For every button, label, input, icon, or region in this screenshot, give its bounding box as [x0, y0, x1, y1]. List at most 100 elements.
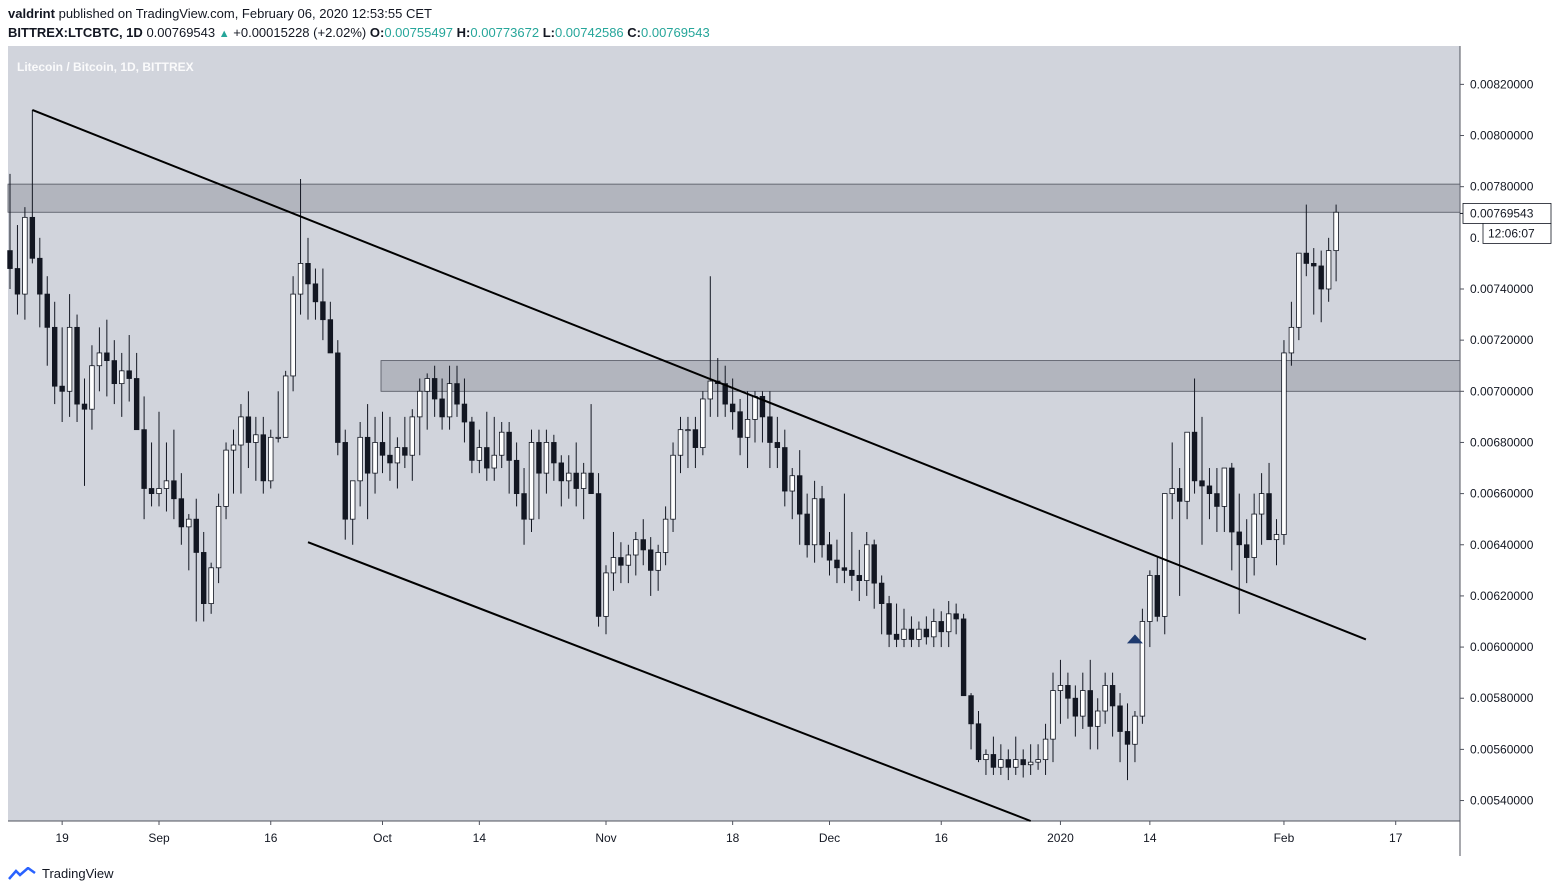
candle-up [1288, 326, 1295, 354]
last-price: 0.00769543 [146, 25, 216, 40]
candle-down [722, 383, 728, 405]
candle-down [1117, 705, 1123, 732]
price-chart[interactable]: 0.00820000 0.00800000 0.00780000 0.00740000… [0, 46, 1556, 856]
candle-up [1035, 759, 1041, 763]
candle-up [1013, 759, 1019, 768]
candle-up [1057, 685, 1064, 691]
candle-down [312, 283, 319, 303]
candle-down [320, 301, 326, 321]
candle-down [37, 257, 43, 295]
candle-down [1311, 263, 1317, 267]
candle-down [484, 447, 490, 469]
candle-down [327, 319, 334, 354]
candle-up [1273, 534, 1280, 541]
candle-down [573, 472, 579, 489]
candle-up [476, 447, 483, 461]
candle-down [52, 326, 58, 387]
triangle-up-marker [1126, 634, 1143, 644]
candle-down [1020, 759, 1026, 766]
candle-down [521, 493, 527, 520]
candle-up [253, 434, 259, 443]
author-name[interactable]: valdrint [8, 6, 55, 21]
candle-down [849, 569, 855, 576]
x-tick-label: Dec [819, 831, 840, 845]
candle-up [297, 263, 304, 295]
candle-down [729, 403, 736, 413]
x-tick-label: Nov [595, 831, 616, 845]
candle-up [208, 567, 214, 604]
candle-down [44, 293, 50, 328]
candle-down [379, 442, 386, 456]
x-tick-label: 18 [726, 831, 740, 845]
close-value: 0.00769543 [641, 25, 710, 40]
x-tick-label: 2020 [1047, 831, 1074, 845]
open-label: O: [369, 25, 385, 40]
candle-up [685, 429, 691, 432]
trendline-upper [31, 109, 1367, 641]
candle-down [878, 582, 885, 604]
candle-up [633, 539, 639, 556]
x-tick-label: 17 [1389, 831, 1403, 845]
candle-down [1087, 690, 1093, 727]
y-tick-label: 0.00800000 [1470, 129, 1534, 143]
candle-down [1214, 493, 1220, 507]
candle-down [804, 513, 810, 546]
candle-down [29, 216, 36, 259]
candle-up [238, 416, 244, 446]
candle-up [1184, 431, 1190, 502]
candle-down [364, 436, 371, 474]
candle-down [335, 352, 341, 443]
low-label: L: [542, 25, 555, 40]
last-price-tag-value: 0.00769543 [1470, 206, 1534, 220]
candle-up [1251, 513, 1257, 558]
candle-up [282, 375, 289, 438]
candle-up [446, 383, 453, 418]
symbol-label: BITTREX:LTCBTC, 1D [8, 25, 143, 40]
candle-up [1333, 211, 1339, 252]
x-tick-label: Sep [148, 831, 170, 845]
candle-down [737, 411, 743, 438]
candle-up [498, 431, 505, 456]
candle-down [968, 695, 974, 725]
price-axis [1460, 46, 1556, 856]
candle-up [998, 759, 1004, 768]
candle-down [148, 488, 155, 495]
y-tick-label: 0.00700000 [1470, 384, 1534, 398]
candle-down [759, 396, 766, 418]
candle-down [1072, 697, 1079, 717]
candle-down [886, 603, 892, 635]
candle-up [811, 498, 818, 546]
y-tick-label: 0.00680000 [1470, 435, 1534, 449]
candle-down [648, 549, 654, 571]
candle-down [953, 613, 959, 620]
candle-down [774, 442, 781, 448]
candle-down [245, 416, 252, 443]
candle-down [387, 454, 393, 464]
chart-watermark: Litecoin / Bitcoin, 1D, BITTREX [17, 60, 194, 74]
tradingview-brand[interactable]: TradingView [8, 866, 114, 881]
candle-up [1139, 621, 1146, 717]
candle-up [290, 293, 296, 377]
y-tick-label: 0.00780000 [1470, 180, 1534, 194]
candle-up [119, 370, 125, 385]
candle-down [402, 447, 408, 456]
resistance-zone [7, 183, 1461, 213]
candle-down [104, 352, 110, 362]
candle-down [431, 378, 438, 400]
open-value: 0.00755497 [384, 25, 454, 40]
y-tick-label: 0.00620000 [1470, 589, 1534, 603]
price-change: +0.00015228 (+2.02%) [233, 25, 367, 40]
candle-up [700, 398, 706, 448]
candle-down [454, 383, 460, 405]
candle-down [767, 416, 773, 443]
candle-up [677, 429, 684, 456]
close-label: C: [627, 25, 641, 40]
candle-up [1132, 715, 1138, 745]
candle-up [1050, 690, 1056, 740]
x-tick-label: 14 [473, 831, 487, 845]
candle-down [618, 557, 624, 566]
candle-down [819, 498, 825, 546]
ohlc-line: BITTREX:LTCBTC, 1D 0.00769543 ▲ +0.00015… [8, 25, 710, 42]
candle-down [990, 754, 997, 768]
candle-up [1095, 710, 1101, 727]
